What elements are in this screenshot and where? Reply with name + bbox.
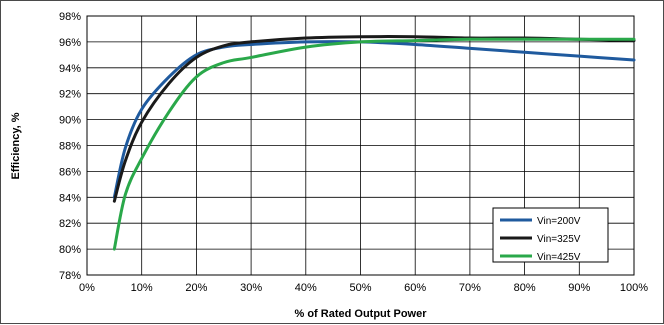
x-tick-label: 40% [295, 282, 317, 294]
x-tick-label: 70% [459, 282, 481, 294]
x-tick-label: 0% [79, 282, 95, 294]
y-tick-label: 92% [59, 89, 81, 101]
legend-item-vin-200: Vin=200V [500, 216, 581, 227]
y-axis-ticks: 78% 80% 82% 84% 86% 88% 90% 92% 94% 96% 98% [59, 11, 81, 282]
x-tick-label: 20% [185, 282, 207, 294]
y-tick-label: 96% [59, 37, 81, 49]
x-tick-label: 60% [404, 282, 426, 294]
y-tick-label: 84% [59, 192, 81, 204]
y-tick-label: 82% [59, 218, 81, 230]
x-axis-title: % of Rated Output Power [295, 308, 428, 320]
x-tick-label: 50% [349, 282, 371, 294]
series-line-vin-425v [112, 37, 636, 251]
x-axis-ticks: 0% 10% 20% 30% 40% 50% 60% 70% 80% 90% 100% [79, 282, 648, 294]
legend-box [492, 207, 609, 263]
legend-item-vin-325: Vin=325V [500, 234, 581, 245]
legend-label-vin-425: Vin=425V [537, 252, 581, 263]
y-tick-label: 86% [59, 166, 81, 178]
y-tick-label: 90% [59, 115, 81, 127]
y-tick-label: 88% [59, 141, 81, 153]
series-line-vin-200v [112, 40, 636, 199]
legend-label-vin-200: Vin=200V [537, 216, 581, 227]
y-tick-label: 80% [59, 244, 81, 256]
x-tick-label: 10% [131, 282, 153, 294]
x-tick-label: 30% [240, 282, 262, 294]
series-lines [112, 35, 636, 251]
y-tick-label: 78% [59, 270, 81, 282]
x-tick-label: 100% [620, 282, 648, 294]
y-tick-label: 94% [59, 63, 81, 75]
x-tick-label: 90% [568, 282, 590, 294]
y-tick-label: 98% [59, 11, 81, 23]
y-axis-title: Efficiency, % [10, 112, 22, 179]
legend-item-vin-425: Vin=425V [500, 252, 581, 263]
x-tick-label: 80% [514, 282, 536, 294]
legend-label-vin-325: Vin=325V [537, 234, 581, 245]
legend: Vin=200V Vin=325V Vin=425V [492, 207, 609, 263]
